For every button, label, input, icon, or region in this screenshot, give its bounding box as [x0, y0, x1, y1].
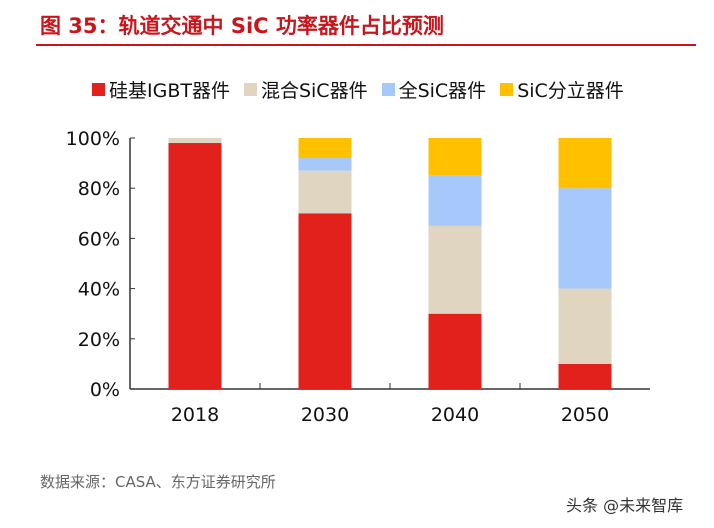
- y-tick-label: 100%: [66, 128, 120, 150]
- bar-segment: [168, 143, 222, 389]
- bar-segment: [298, 138, 352, 159]
- legend-item: SiC分立器件: [500, 76, 624, 103]
- source-note: 数据来源：CASA、东方证券研究所: [40, 473, 276, 491]
- x-tick-label: 2050: [561, 404, 609, 426]
- bar-segment: [428, 175, 482, 226]
- legend-item: 硅基IGBT器件: [92, 76, 230, 103]
- legend-label: 全SiC器件: [398, 80, 487, 102]
- bar-segment: [298, 158, 352, 171]
- bar-segment: [428, 138, 482, 176]
- legend-label: 硅基IGBT器件: [109, 80, 230, 102]
- legend-label: SiC分立器件: [517, 80, 624, 102]
- y-tick-label: 0%: [90, 379, 120, 401]
- legend-swatch: [92, 83, 105, 96]
- legend-label: 混合SiC器件: [260, 80, 368, 102]
- bar-segment: [558, 363, 612, 389]
- legend-item: 全SiC器件: [381, 76, 487, 103]
- bar-segment: [558, 288, 612, 364]
- watermark: 头条 @未来智库: [566, 496, 684, 515]
- bar-segment: [298, 213, 352, 389]
- x-tick-label: 2040: [431, 404, 479, 426]
- bar-segment: [168, 138, 222, 144]
- legend-swatch: [243, 83, 257, 96]
- legend-item: 混合SiC器件: [243, 76, 368, 103]
- legend-swatch: [381, 83, 395, 96]
- title-rule: [36, 44, 696, 46]
- legend-swatch: [500, 83, 514, 96]
- y-tick-label: 60%: [78, 228, 120, 250]
- y-tick-label: 40%: [78, 279, 120, 301]
- chart-title: 图 35：轨道交通中 SiC 功率器件占比预测: [40, 14, 444, 38]
- x-tick-label: 2030: [301, 404, 349, 426]
- bar-segment: [428, 225, 482, 314]
- bar-segment: [298, 170, 352, 214]
- y-tick-label: 20%: [78, 329, 120, 351]
- x-tick-label: 2018: [171, 404, 219, 426]
- bar-segment: [558, 188, 612, 289]
- bar-segment: [558, 138, 612, 189]
- legend: 硅基IGBT器件 混合SiC器件 全SiC器件 SiC分立器件: [92, 76, 624, 103]
- y-tick-label: 80%: [78, 178, 120, 200]
- bar-segment: [428, 313, 482, 389]
